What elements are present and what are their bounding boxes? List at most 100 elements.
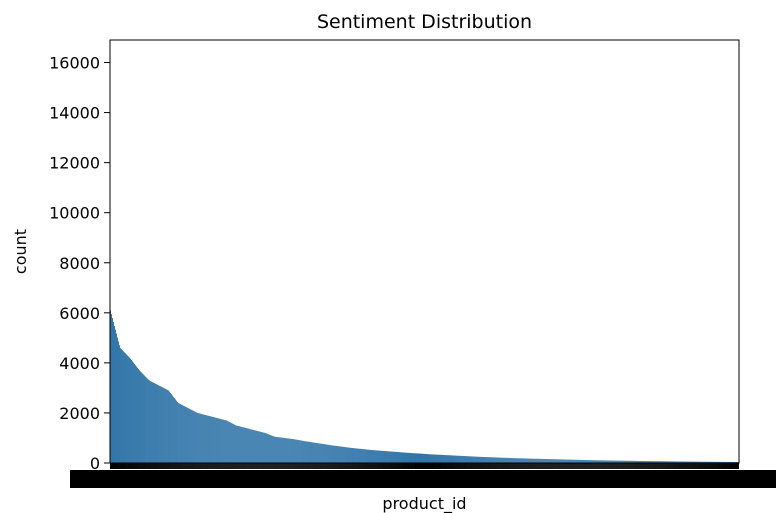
bar <box>262 432 264 463</box>
bar <box>444 455 446 463</box>
bar <box>543 458 545 463</box>
bar <box>726 461 727 463</box>
bar <box>227 421 229 463</box>
bar <box>119 348 121 463</box>
bar <box>560 459 562 463</box>
bar <box>206 415 208 463</box>
bar <box>467 456 469 463</box>
bar <box>439 454 441 463</box>
bar <box>520 458 522 463</box>
bar <box>599 460 601 463</box>
bar <box>557 459 559 463</box>
bar <box>584 460 586 463</box>
bar <box>529 458 531 463</box>
bar <box>225 420 227 463</box>
bar <box>625 460 627 463</box>
bar <box>185 407 187 463</box>
bar <box>551 459 553 463</box>
bar <box>179 404 181 463</box>
bar <box>228 421 230 463</box>
bar <box>574 459 576 463</box>
bar <box>709 461 711 463</box>
bar <box>426 454 428 463</box>
bar <box>289 438 291 463</box>
bar <box>469 456 471 463</box>
bar <box>324 444 326 463</box>
bar <box>158 385 160 463</box>
bar <box>319 443 321 463</box>
bar <box>527 458 529 463</box>
bar <box>276 437 278 463</box>
bar <box>113 325 115 463</box>
bar <box>127 356 129 463</box>
bar <box>268 434 270 463</box>
bar <box>154 383 156 463</box>
bar <box>211 416 213 463</box>
bar <box>178 403 180 463</box>
bar <box>546 459 548 463</box>
bar <box>484 457 486 463</box>
bar <box>174 399 176 463</box>
bar <box>126 355 128 463</box>
bar <box>279 437 281 463</box>
bar <box>688 461 690 463</box>
bar <box>389 451 391 463</box>
bar <box>377 450 379 463</box>
bar <box>612 460 614 463</box>
bar <box>452 455 454 463</box>
bar <box>267 434 269 463</box>
bar <box>120 349 122 463</box>
bar <box>311 442 313 463</box>
bar <box>447 455 449 463</box>
bar <box>632 460 634 463</box>
bar <box>121 350 123 463</box>
bar <box>137 369 139 463</box>
bar <box>348 447 350 463</box>
bar <box>662 461 664 463</box>
bar <box>415 453 417 463</box>
bar <box>304 441 306 463</box>
bar <box>566 459 568 463</box>
bar <box>287 438 289 463</box>
bar <box>582 459 584 463</box>
bar <box>695 461 697 463</box>
bar <box>384 451 386 463</box>
x-tick-labels-overlap <box>70 470 776 488</box>
bar <box>269 434 271 463</box>
bar <box>407 452 409 463</box>
bar <box>538 458 540 463</box>
bar <box>138 370 140 463</box>
bar <box>194 411 196 463</box>
bar <box>586 460 588 463</box>
bar <box>201 414 203 463</box>
bar <box>536 458 538 463</box>
bar <box>678 461 680 463</box>
bar <box>731 461 732 463</box>
bar <box>474 456 476 463</box>
bar <box>497 457 499 463</box>
bar <box>332 445 334 463</box>
bar <box>618 460 620 463</box>
bar <box>499 457 501 463</box>
bar <box>703 461 705 463</box>
bar <box>589 460 591 463</box>
bar <box>674 461 676 463</box>
bar <box>646 461 648 463</box>
bar <box>647 461 649 463</box>
bar <box>341 446 343 463</box>
bar <box>732 461 733 463</box>
bar <box>412 453 414 463</box>
bar <box>361 449 363 463</box>
bar <box>385 451 387 463</box>
bar <box>342 446 344 463</box>
bar <box>351 447 353 463</box>
bar <box>297 439 299 463</box>
bar <box>116 337 118 463</box>
bar <box>539 458 541 463</box>
bar <box>569 459 571 463</box>
bar <box>480 456 482 463</box>
bar <box>694 461 696 463</box>
bar <box>733 461 734 463</box>
bar <box>145 377 147 463</box>
